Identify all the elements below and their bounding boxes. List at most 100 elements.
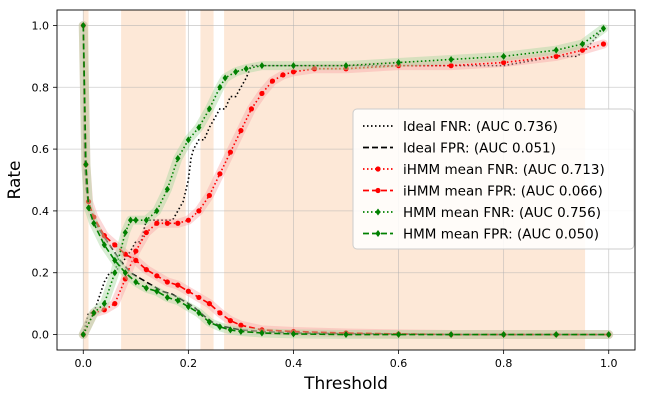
legend-entry-1: Ideal FPR: (AUC 0.051) xyxy=(403,141,556,157)
series-2-point-28 xyxy=(600,41,607,47)
series-5-point-25 xyxy=(606,331,612,339)
series-3-point-5 xyxy=(112,242,118,248)
series-2-point-2 xyxy=(101,307,107,313)
series-4-point-16 xyxy=(233,68,239,76)
y-tick-label-1: 0.2 xyxy=(32,267,50,280)
series-4-point-20 xyxy=(343,62,349,70)
series-2-point-8 xyxy=(164,220,170,226)
series-2-point-26 xyxy=(553,53,559,59)
series-5-point-17 xyxy=(238,327,244,335)
series-5-point-12 xyxy=(185,303,191,311)
legend-entry-4: HMM mean FNR: (AUC 0.756) xyxy=(403,205,601,221)
series-3-point-15 xyxy=(217,310,223,316)
series-4-point-12 xyxy=(196,123,202,131)
axes xyxy=(53,9,636,354)
series-5-point-7 xyxy=(133,278,139,286)
series-3-point-7 xyxy=(133,257,139,263)
legend-marker-2 xyxy=(375,166,381,172)
series-5-point-23 xyxy=(501,331,507,339)
series-2-point-27 xyxy=(579,47,586,53)
series-3-point-8 xyxy=(143,267,149,273)
series-4-point-26 xyxy=(600,25,607,33)
series-4-point-23 xyxy=(501,52,507,60)
series-5-point-4 xyxy=(101,241,107,249)
series-4-point-17 xyxy=(243,65,249,73)
series-4-point-11 xyxy=(185,136,191,144)
legend-entry-3: iHMM mean FPR: (AUC 0.066) xyxy=(403,184,603,200)
series-4-point-6 xyxy=(133,216,139,224)
series-3-point-6 xyxy=(122,251,128,257)
series-2-point-21 xyxy=(311,66,318,72)
tick-labels: 0.0 0.2 0.4 0.6 0.8 1.0 0.0 0.2 0.4 0.6 0.8 1.0 xyxy=(32,19,618,370)
series-5-point-21 xyxy=(395,331,402,339)
series-4-point-21 xyxy=(395,59,402,67)
plot-frame xyxy=(56,9,636,351)
series-4-point-4 xyxy=(122,229,128,237)
series-3-point-17 xyxy=(238,322,244,328)
series-5-point-22 xyxy=(448,331,454,339)
x-tick-label-1: 0.2 xyxy=(180,357,198,370)
y-tick-label-0: 0.0 xyxy=(32,329,50,342)
legend-marker-3 xyxy=(375,187,381,194)
series-line-5 xyxy=(82,25,609,336)
series-5-point-11 xyxy=(175,297,181,305)
legend-entry-5: HMM mean FPR: (AUC 0.050) xyxy=(403,227,599,243)
series-2-point-4 xyxy=(122,276,128,282)
series-5-point-9 xyxy=(154,287,160,295)
series-5-point-8 xyxy=(143,284,149,292)
y-tick-label-2: 0.4 xyxy=(32,205,50,218)
legend: Ideal FNR: (AUC 0.736) Ideal FPR: (AUC 0.… xyxy=(352,108,635,250)
series-2-point-12 xyxy=(206,192,212,199)
series-2-point-3 xyxy=(112,301,118,307)
series-3-point-16 xyxy=(227,318,233,324)
x-tick-label-3: 0.6 xyxy=(390,357,408,370)
series-4-point-1 xyxy=(91,309,97,317)
series-5-point-13 xyxy=(196,309,202,317)
series-4-point-3 xyxy=(112,269,118,277)
series-5-point-24 xyxy=(553,331,559,339)
y-tick-label-5: 1.0 xyxy=(32,19,50,32)
series-4-point-13 xyxy=(206,105,212,113)
series-4-point-10 xyxy=(175,154,181,162)
series-3-point-10 xyxy=(164,279,170,285)
x-tick-label-2: 0.4 xyxy=(285,357,303,370)
shaded-region-1 xyxy=(121,10,186,350)
series-lines xyxy=(78,20,614,340)
series-3-point-11 xyxy=(175,282,181,288)
series-2-point-19 xyxy=(280,72,286,78)
series-5-point-6 xyxy=(122,269,128,277)
series-4-point-25 xyxy=(579,40,586,48)
shaded-region-2 xyxy=(200,10,214,350)
series-2-point-5 xyxy=(133,248,139,254)
series-2-point-17 xyxy=(259,90,265,97)
series-5-point-18 xyxy=(259,329,265,337)
y-axis-label: Rate xyxy=(5,161,25,200)
legend-entry-0: Ideal FNR: (AUC 0.736) xyxy=(403,119,558,135)
series-3-point-13 xyxy=(196,294,202,301)
series-4-point-24 xyxy=(553,46,559,54)
series-3-point-9 xyxy=(154,273,160,279)
series-5-point-10 xyxy=(164,293,170,301)
series-4-point-19 xyxy=(290,62,297,70)
series-2-point-10 xyxy=(185,217,191,223)
series-1 xyxy=(82,25,609,336)
x-tick-label-5: 1.0 xyxy=(600,357,618,370)
legend-marker-4 xyxy=(375,208,381,216)
series-2-point-7 xyxy=(154,220,160,226)
series-5-point-14 xyxy=(206,318,212,326)
series-2-point-18 xyxy=(269,78,276,84)
series-4-point-22 xyxy=(448,55,454,63)
series-4 xyxy=(78,24,608,340)
series-5-point-16 xyxy=(227,326,233,334)
x-tick-label-0: 0.0 xyxy=(75,357,93,370)
series-2-point-24 xyxy=(448,63,454,69)
series-4-point-7 xyxy=(143,216,149,224)
series-2-point-14 xyxy=(227,149,233,155)
series-4-point-0 xyxy=(80,331,86,339)
series-4-point-18 xyxy=(259,62,265,70)
series-2-point-20 xyxy=(290,69,297,75)
legend-marker-5 xyxy=(375,230,381,237)
series-2-point-6 xyxy=(143,229,149,236)
series-4-point-2 xyxy=(101,300,107,308)
series-5-point-2 xyxy=(85,204,92,212)
